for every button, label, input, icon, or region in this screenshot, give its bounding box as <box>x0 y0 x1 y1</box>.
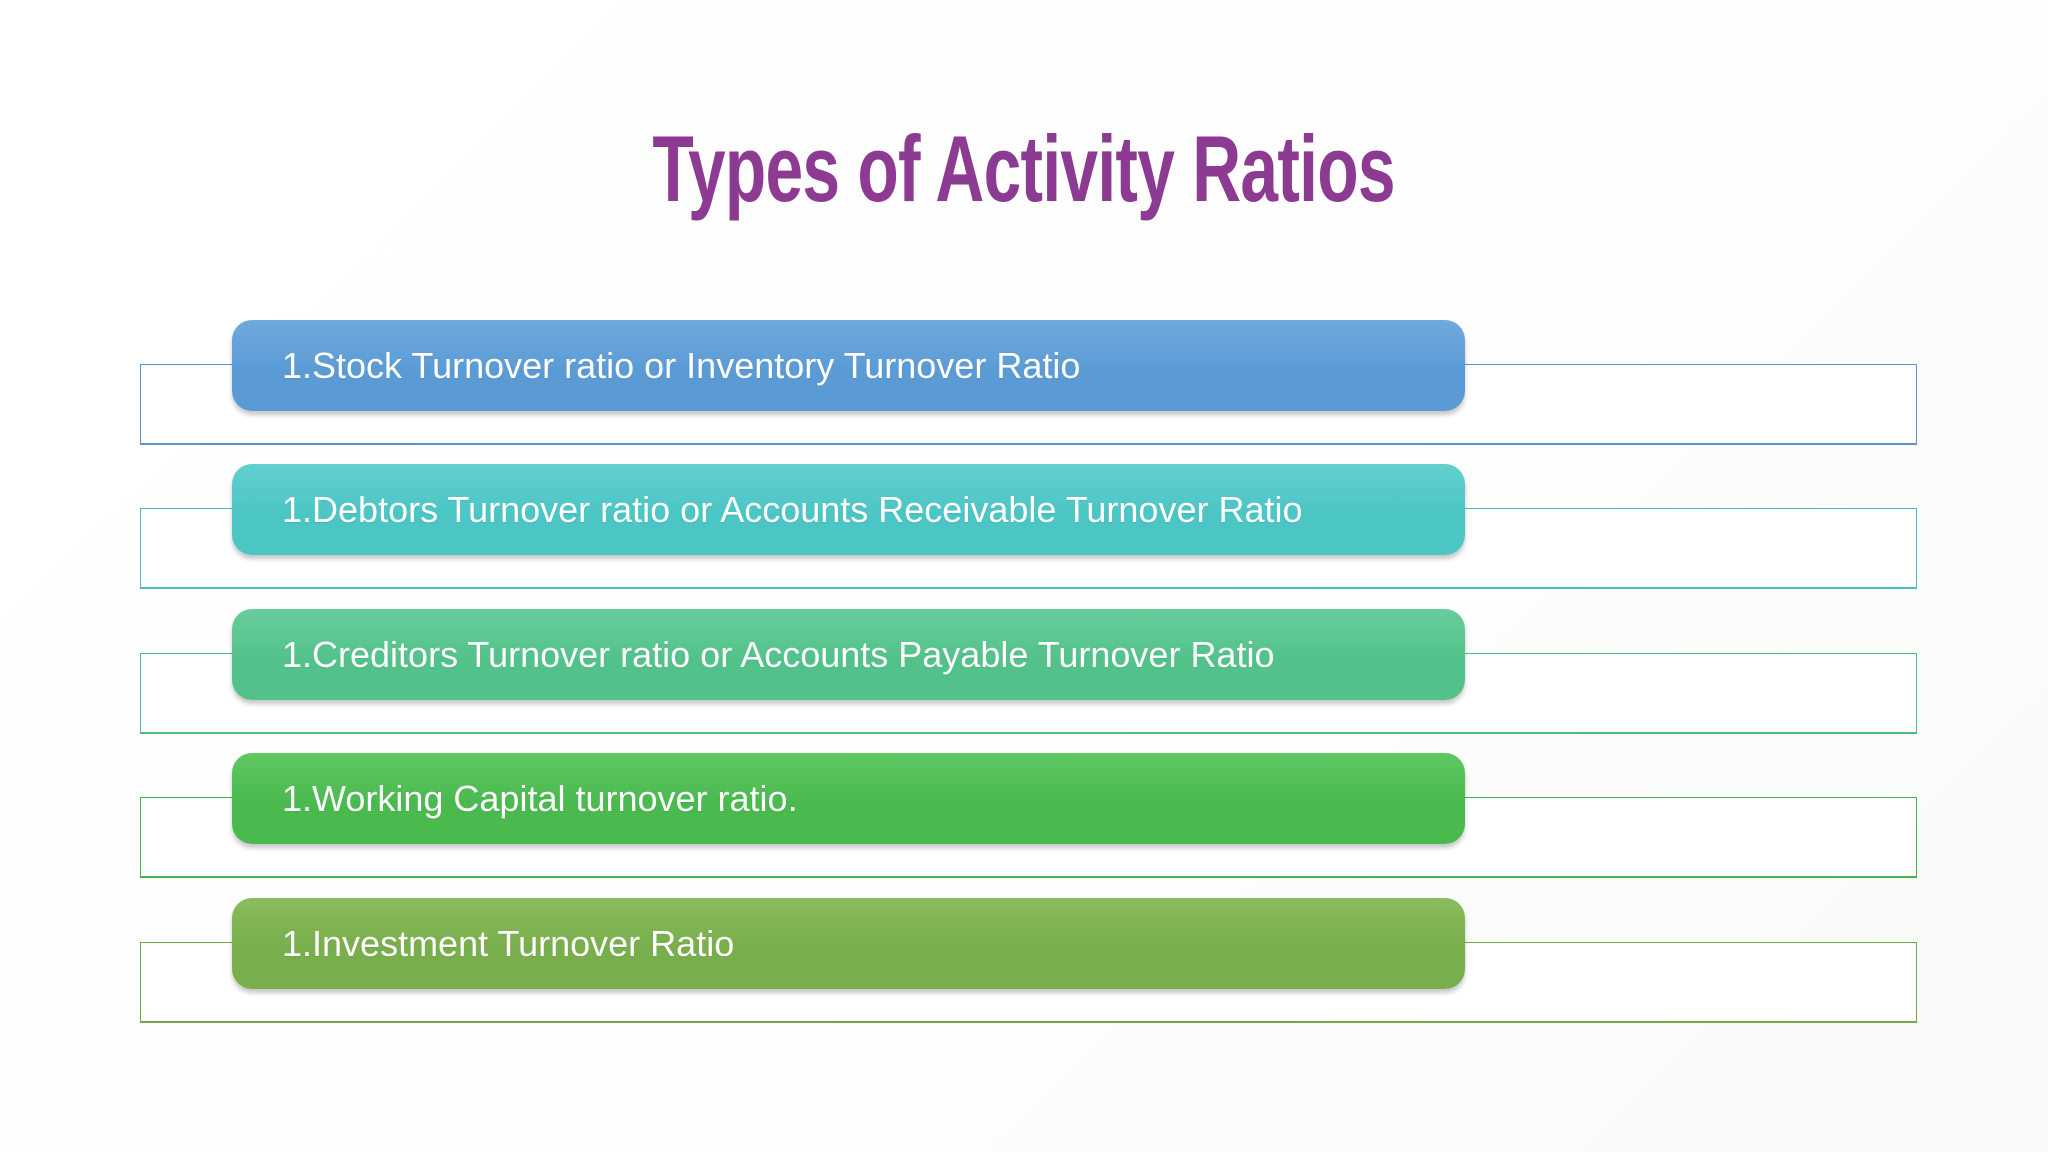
ratio-bar-label: 1.Working Capital turnover ratio. <box>282 777 798 819</box>
ratio-bar: 1.Creditors Turnover ratio or Accounts P… <box>232 609 1465 700</box>
ratio-bar-label: 1.Stock Turnover ratio or Inventory Turn… <box>282 344 1081 386</box>
ratio-bar: 1.Debtors Turnover ratio or Accounts Rec… <box>232 464 1465 555</box>
page-title: Types of Activity Ratios <box>0 115 2048 223</box>
ratio-bar: 1.Stock Turnover ratio or Inventory Turn… <box>232 320 1465 411</box>
ratio-bar-label: 1.Debtors Turnover ratio or Accounts Rec… <box>282 488 1303 530</box>
ratio-bar: 1.Working Capital turnover ratio. <box>232 753 1465 844</box>
ratio-bar-label: 1.Investment Turnover Ratio <box>282 922 735 964</box>
page-title-text: Types of Activity Ratios <box>652 115 1396 221</box>
ratio-bar: 1.Investment Turnover Ratio <box>232 898 1465 989</box>
ratio-bar-label: 1.Creditors Turnover ratio or Accounts P… <box>282 633 1275 675</box>
